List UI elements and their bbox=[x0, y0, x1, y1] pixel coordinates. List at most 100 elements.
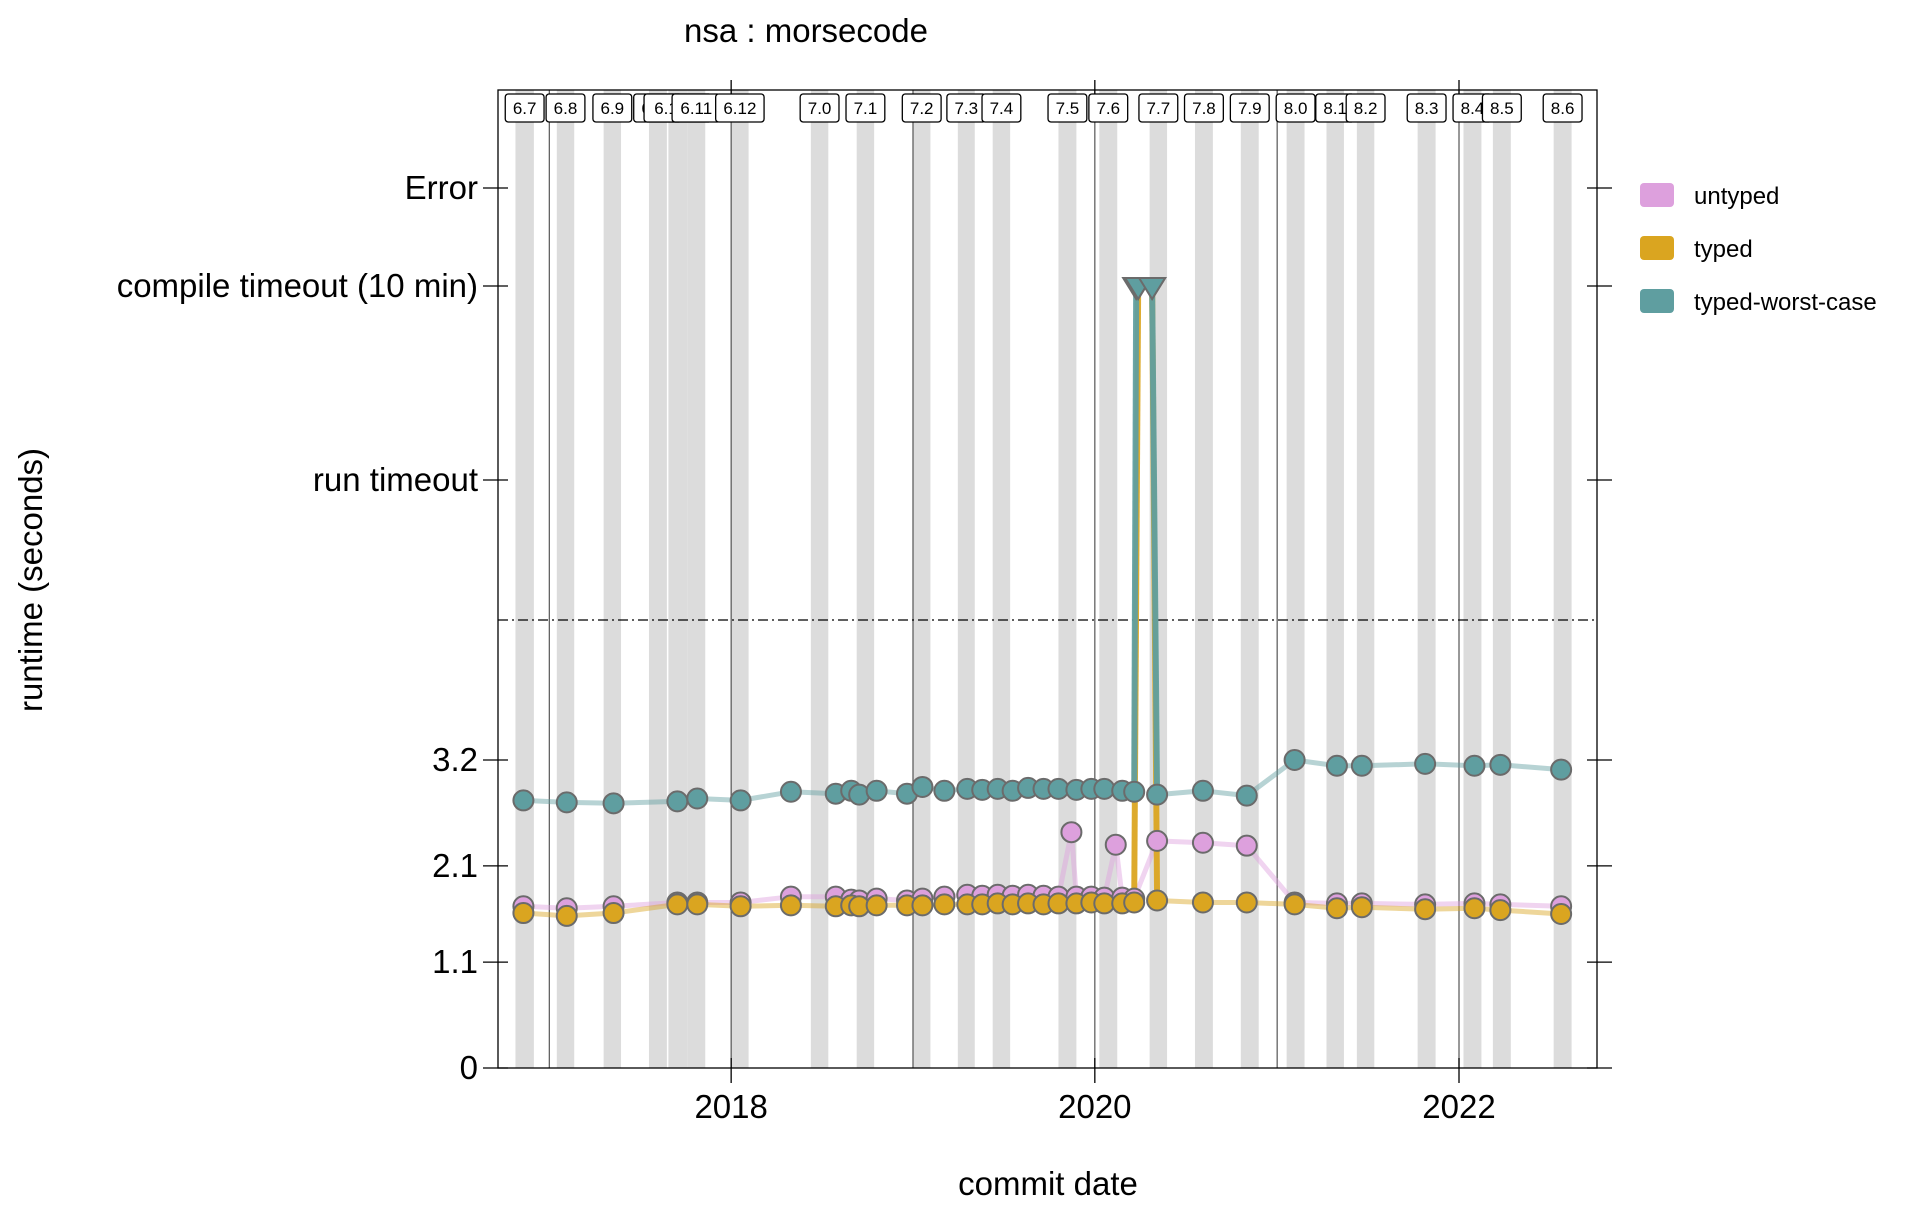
version-label: 6.11 bbox=[680, 99, 712, 118]
chart-title: nsa : morsecode bbox=[684, 12, 928, 49]
data-point bbox=[1235, 834, 1258, 857]
data-point bbox=[1550, 903, 1573, 925]
data-point bbox=[1325, 897, 1348, 920]
data-point bbox=[602, 792, 625, 815]
data-point bbox=[1463, 754, 1486, 777]
data-point bbox=[1123, 891, 1146, 914]
version-label: 7.3 bbox=[954, 99, 978, 118]
data-point bbox=[1146, 889, 1169, 912]
data-point bbox=[1463, 897, 1486, 920]
version-band bbox=[648, 90, 667, 1068]
version-label-box bbox=[1047, 93, 1088, 123]
version-label-box bbox=[545, 93, 586, 123]
data-point bbox=[1146, 829, 1169, 852]
legend: untyped typed typed-worst-case bbox=[1640, 183, 1877, 316]
data-point bbox=[1283, 749, 1306, 771]
version-label-box bbox=[1229, 93, 1270, 123]
data-point bbox=[1146, 783, 1169, 806]
data-point bbox=[865, 894, 888, 917]
x-tick-label: 2020 bbox=[1058, 1088, 1131, 1125]
data-point bbox=[911, 894, 934, 917]
data-point bbox=[1191, 831, 1214, 854]
version-band bbox=[1492, 90, 1511, 1068]
version-label-box bbox=[1088, 93, 1129, 123]
y-tick-label: Error bbox=[405, 169, 478, 206]
version-band bbox=[957, 90, 975, 1068]
data-point bbox=[779, 780, 802, 803]
data-point bbox=[729, 789, 752, 812]
version-label: 8.4 bbox=[1461, 99, 1485, 118]
version-band bbox=[668, 90, 688, 1068]
legend-swatch bbox=[1640, 183, 1674, 207]
data-points bbox=[512, 277, 1573, 927]
legend-label: typed-worst-case bbox=[1694, 289, 1877, 316]
data-point bbox=[555, 791, 578, 814]
legend-swatch bbox=[1640, 236, 1674, 260]
version-label-box bbox=[1481, 93, 1522, 123]
data-point bbox=[666, 893, 689, 916]
version-label-box bbox=[592, 93, 633, 123]
version-label: 7.9 bbox=[1238, 99, 1262, 118]
data-point bbox=[865, 779, 888, 802]
version-label: 8.5 bbox=[1490, 99, 1514, 118]
y-tick-label: compile timeout (10 min) bbox=[117, 267, 478, 304]
data-point bbox=[555, 904, 578, 927]
plot-frame bbox=[497, 89, 1598, 1069]
version-label: 8.0 bbox=[1284, 99, 1308, 118]
data-point bbox=[1191, 779, 1214, 802]
x-axis-label: commit date bbox=[958, 1165, 1138, 1202]
data-point bbox=[1350, 896, 1373, 919]
version-label-box bbox=[799, 93, 840, 123]
version-label: 7.8 bbox=[1192, 99, 1216, 118]
version-label-box bbox=[1275, 93, 1316, 123]
version-band bbox=[1463, 90, 1482, 1068]
data-point bbox=[512, 789, 535, 812]
version-band bbox=[1194, 90, 1213, 1068]
x-tick-label: 2018 bbox=[694, 1088, 767, 1125]
data-point bbox=[1123, 780, 1146, 803]
y-tick-label: 3.2 bbox=[432, 741, 478, 778]
version-band bbox=[992, 90, 1011, 1068]
version-label: 7.4 bbox=[990, 99, 1014, 118]
data-point bbox=[1325, 754, 1348, 777]
series-spike bbox=[1149, 285, 1161, 795]
version-label: 7.2 bbox=[910, 99, 934, 118]
version-band bbox=[556, 90, 575, 1068]
version-label-box bbox=[1542, 93, 1583, 123]
timeout-marker bbox=[1137, 277, 1167, 301]
y-axis: 0 1.1 2.1 3.2 run timeout compile timeout (10… bbox=[117, 169, 1612, 1086]
data-point bbox=[1550, 758, 1573, 781]
version-label: 8.2 bbox=[1354, 99, 1378, 118]
version-band bbox=[1058, 90, 1077, 1068]
legend-label: untyped bbox=[1694, 183, 1779, 210]
version-band bbox=[1553, 90, 1572, 1068]
version-band bbox=[1356, 90, 1375, 1068]
version-band bbox=[856, 90, 875, 1068]
version-band bbox=[515, 90, 534, 1068]
series-spike bbox=[1131, 285, 1140, 792]
x-tick-label: 2022 bbox=[1422, 1088, 1495, 1125]
data-point bbox=[602, 902, 625, 925]
version-band bbox=[1417, 90, 1436, 1068]
y-axis-label: runtime (seconds) bbox=[12, 448, 49, 712]
data-point bbox=[1104, 833, 1127, 856]
data-point bbox=[1235, 891, 1258, 914]
data-point bbox=[1191, 891, 1214, 914]
version-band bbox=[912, 90, 931, 1068]
data-point bbox=[1414, 898, 1437, 921]
data-point bbox=[1093, 777, 1116, 800]
y-tick-label: 1.1 bbox=[432, 943, 478, 980]
version-label: 8.6 bbox=[1551, 99, 1575, 118]
version-label: 7.5 bbox=[1056, 99, 1080, 118]
data-point bbox=[911, 775, 934, 798]
data-point bbox=[1489, 753, 1512, 776]
data-point bbox=[933, 779, 956, 802]
data-point bbox=[1283, 893, 1306, 916]
version-label: 7.6 bbox=[1096, 99, 1120, 118]
plot-border bbox=[497, 89, 1598, 1069]
version-band bbox=[1099, 90, 1118, 1068]
data-point bbox=[1489, 899, 1512, 922]
version-label-box bbox=[1406, 93, 1447, 123]
data-point bbox=[1235, 784, 1258, 807]
